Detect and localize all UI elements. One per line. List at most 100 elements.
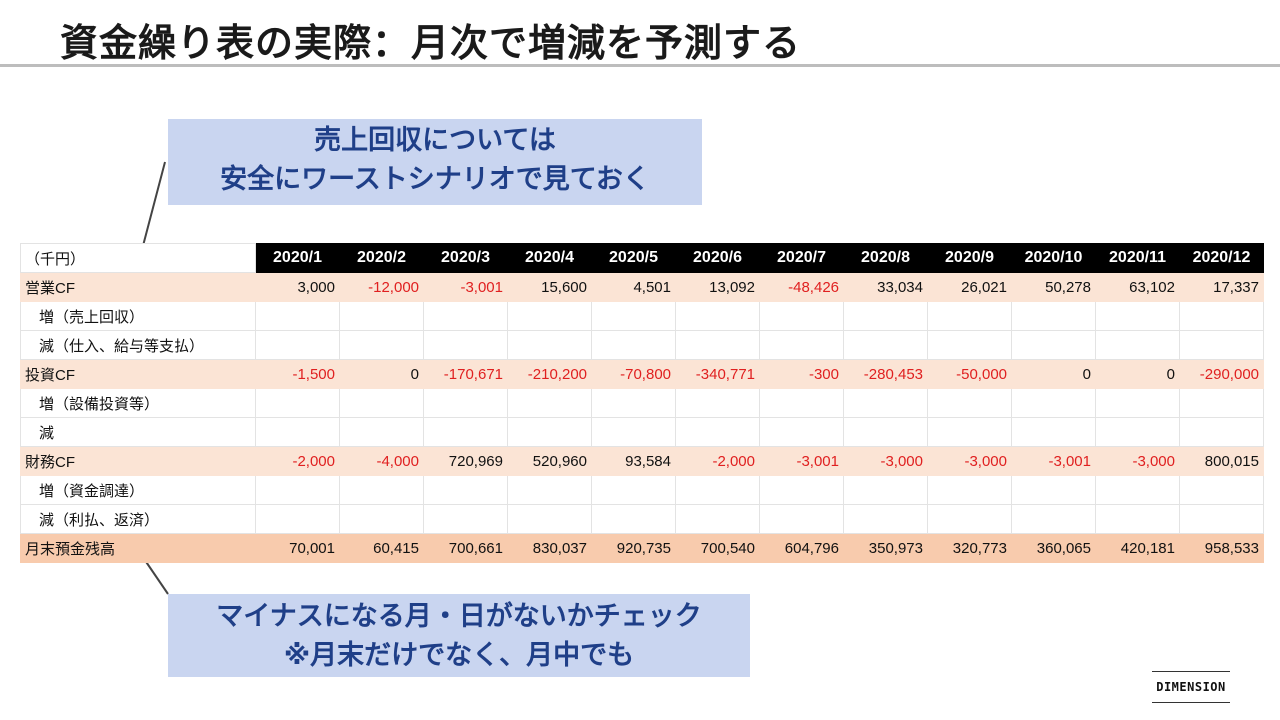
unit-label: （千円） [20,243,256,273]
table-cell [1179,504,1264,534]
callout-bottom-line2: ※月末だけでなく、月中でも [283,640,635,672]
table-cell: 830,037 [507,533,592,563]
table-cell [255,388,340,418]
table-row: 減 [20,417,1264,447]
table-cell [843,301,928,331]
table-cell [1011,388,1096,418]
table-cell: 60,415 [339,533,424,563]
table-cell [507,475,592,505]
table-cell [255,475,340,505]
table-cell [759,330,844,360]
table-cell: 3,000 [255,272,340,302]
table-cell: 13,092 [675,272,760,302]
month-header: 2020/11 [1095,243,1180,273]
table-cell: 700,540 [675,533,760,563]
table-cell [1179,330,1264,360]
row-label: 減 [20,417,256,447]
callout-bottom-line1: マイナスになる月・日がないかチェック [216,601,702,632]
month-header: 2020/6 [675,243,760,273]
table-cell: 604,796 [759,533,844,563]
table-cell [339,330,424,360]
title-divider [0,64,1280,67]
table-cell [1095,417,1180,447]
row-label: 財務CF [20,446,256,476]
table-cell [591,504,676,534]
table-cell: -210,200 [507,359,592,389]
table-cell [759,417,844,447]
table-cell [1011,417,1096,447]
table-cell: 700,661 [423,533,508,563]
table-cell [423,301,508,331]
slide-title: 資金繰り表の実際：月次で増減を予測する [60,21,802,65]
table-cell: -3,000 [1095,446,1180,476]
month-header: 2020/5 [591,243,676,273]
table-cell [423,330,508,360]
table-cell [339,417,424,447]
table-cell: -70,800 [591,359,676,389]
row-label: 営業CF [20,272,256,302]
table-cell [591,475,676,505]
month-header: 2020/10 [1011,243,1096,273]
table-cell: 0 [339,359,424,389]
table-cell: 420,181 [1095,533,1180,563]
table-cell [255,417,340,447]
table-cell [339,301,424,331]
table-cell [927,330,1012,360]
month-header: 2020/4 [507,243,592,273]
table-cell [339,475,424,505]
table-cell: 350,973 [843,533,928,563]
table-cell: -12,000 [339,272,424,302]
table-cell [255,330,340,360]
table-row: 増（設備投資等） [20,388,1264,418]
table-cell [423,504,508,534]
table-row: 営業CF 3,000 -12,000 -3,001 15,600 4,501 13,092-… [20,272,1264,302]
table-cell: 920,735 [591,533,676,563]
table-cell: 4,501 [591,272,676,302]
callout-sales-collection: 売上回収については 安全にワーストシナリオで見ておく [168,119,702,205]
table-cell [1011,330,1096,360]
table-cell: -3,001 [423,272,508,302]
table-cell: -48,426 [759,272,844,302]
table-cell: 50,278 [1011,272,1096,302]
table-cell: 63,102 [1095,272,1180,302]
table-cell [423,475,508,505]
table-cell [927,388,1012,418]
table-cell [591,417,676,447]
table-cell [255,504,340,534]
table-cell: -3,001 [1011,446,1096,476]
table-cell [1011,504,1096,534]
row-label: 増（設備投資等） [20,388,256,418]
table-cell: 33,034 [843,272,928,302]
month-header: 2020/3 [423,243,508,273]
table-cell: -280,453 [843,359,928,389]
cash-flow-table: （千円） 2020/1 2020/2 2020/3 2020/4 2020/5 2020/… [20,243,1264,563]
row-label: 減（仕入、給与等支払） [20,330,256,360]
table-cell [339,504,424,534]
month-header: 2020/8 [843,243,928,273]
table-cell [507,504,592,534]
table-cell [1095,475,1180,505]
callout-top-line2: 安全にワーストシナリオで見ておく [220,164,650,196]
table-cell [843,475,928,505]
table-cell: -4,000 [339,446,424,476]
table-cell: -2,000 [255,446,340,476]
table-cell: 70,001 [255,533,340,563]
table-cell [1095,330,1180,360]
table-cell: 320,773 [927,533,1012,563]
table-cell [1179,388,1264,418]
table-row: 減（利払、返済） [20,504,1264,534]
table-cell [927,301,1012,331]
dimension-logo: DIMENSION [1152,671,1230,703]
table-cell [1179,417,1264,447]
month-header: 2020/2 [339,243,424,273]
table-cell [591,330,676,360]
table-cell [507,301,592,331]
table-cell [927,475,1012,505]
table-cell [507,417,592,447]
month-header: 2020/9 [927,243,1012,273]
table-cell [675,475,760,505]
table-header-row: （千円） 2020/1 2020/2 2020/3 2020/4 2020/5 2020/… [20,243,1264,273]
table-cell: 17,337 [1179,272,1264,302]
row-label: 増（売上回収） [20,301,256,331]
table-cell [675,301,760,331]
